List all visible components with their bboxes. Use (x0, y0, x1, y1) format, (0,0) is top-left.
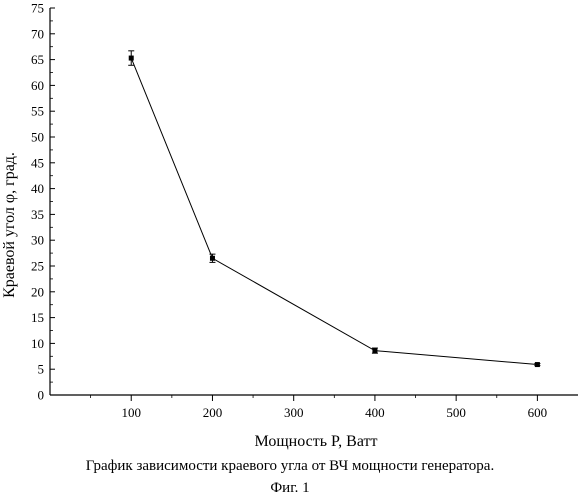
y-tick-label: 65 (31, 52, 44, 67)
data-marks (128, 51, 540, 367)
y-tick-label: 5 (38, 362, 45, 377)
figure-label: Фиг. 1 (0, 480, 580, 497)
x-axis-title: Мощность P, Ватт (255, 433, 378, 450)
x-tick-label: 400 (365, 405, 385, 420)
x-tick-label: 300 (284, 405, 304, 420)
x-tick-label: 100 (121, 405, 141, 420)
y-tick-label: 35 (31, 207, 44, 222)
data-point (129, 56, 134, 61)
data-point (210, 256, 215, 261)
y-tick-label: 60 (31, 78, 44, 93)
y-axis-title: Краевой угол φ, град. (1, 152, 18, 298)
y-tick-label: 40 (31, 181, 44, 196)
y-tick-label: 20 (31, 284, 44, 299)
y-tick-label: 70 (31, 26, 44, 41)
y-tick-label: 75 (31, 1, 44, 16)
y-tick-label: 10 (31, 336, 44, 351)
line-chart: 0 5 10 15 20 25 30 35 40 45 50 55 60 65 70 75 100 200 300 4… (0, 0, 580, 460)
data-point (372, 348, 377, 353)
axes: 0 5 10 15 20 25 30 35 40 45 50 55 60 65 70 75 100 200 300 4… (31, 1, 578, 421)
x-tick-label: 200 (203, 405, 223, 420)
x-tick-label: 500 (446, 405, 466, 420)
data-point (535, 362, 540, 367)
y-tick-label: 55 (31, 104, 44, 119)
y-tick-label: 50 (31, 130, 44, 145)
y-tick-label: 45 (31, 155, 44, 170)
series-line (131, 58, 537, 365)
y-tick-label: 30 (31, 233, 44, 248)
figure-caption: График зависимости краевого угла от ВЧ м… (0, 458, 580, 475)
y-tick-label: 0 (38, 388, 45, 403)
x-tick-label: 600 (528, 405, 548, 420)
y-tick-label: 25 (31, 259, 44, 274)
y-tick-label: 15 (31, 310, 44, 325)
